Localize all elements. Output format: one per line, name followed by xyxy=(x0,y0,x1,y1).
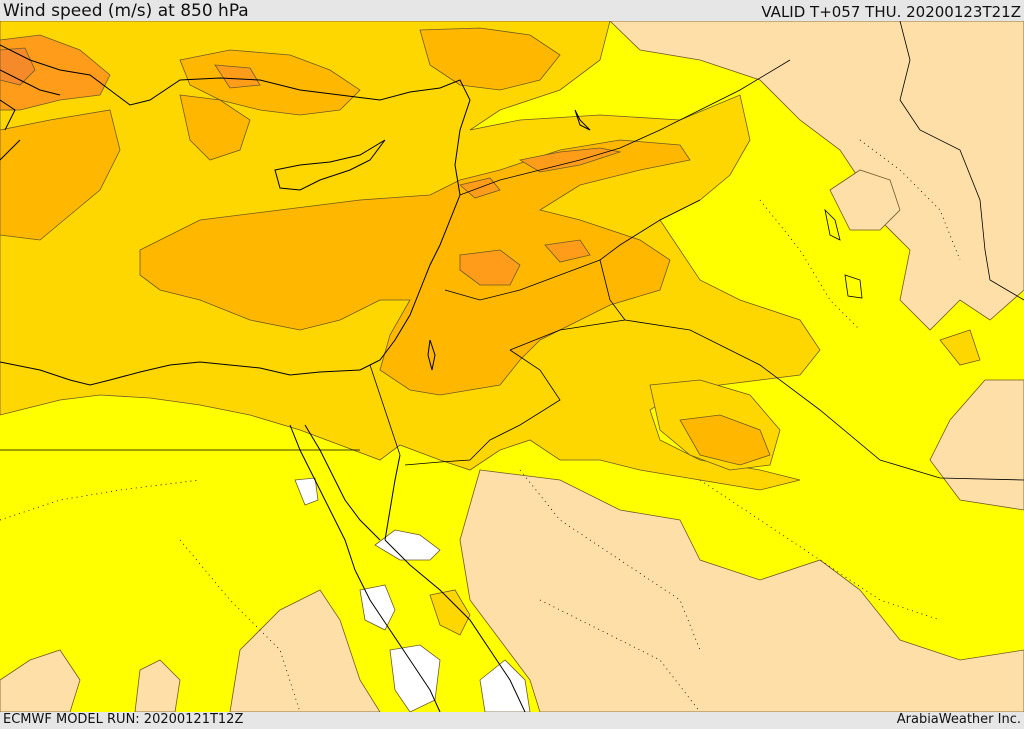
coast-turkey-south xyxy=(0,44,471,196)
wind-speed-map xyxy=(0,21,1024,712)
red-orange-band xyxy=(0,47,36,86)
border-jordan-saudi xyxy=(404,349,561,466)
coast-dead-sea xyxy=(427,339,436,371)
map-header: Wind speed (m/s) at 850 hPa VALID T+057 … xyxy=(0,0,1024,21)
orange-region-iraq xyxy=(679,414,771,466)
dark-orange-region-anatolia xyxy=(214,64,261,89)
coast-caspian-lake xyxy=(574,109,591,131)
gold-region-east-sea xyxy=(939,329,981,366)
orange-region-anatolia-west xyxy=(179,94,251,161)
admin-line-7 xyxy=(859,139,961,261)
white-patch-north-red-sea xyxy=(374,529,441,561)
lake-habbaniyah xyxy=(844,274,863,299)
coast-cyprus xyxy=(274,139,386,191)
dark-orange-region-lebanon xyxy=(459,177,501,199)
border-iraq-saudi xyxy=(624,319,1024,481)
valid-time: VALID T+057 THU. 20200123T21Z xyxy=(761,3,1021,21)
model-run: ECMWF MODEL RUN: 20200121T12Z xyxy=(3,712,244,727)
admin-lines xyxy=(0,139,961,712)
map-footer: ECMWF MODEL RUN: 20200121T12Z ArabiaWeat… xyxy=(0,712,1024,729)
border-jordan-iraq xyxy=(509,319,626,351)
coast-gulf-suez-east xyxy=(304,424,381,541)
coast-aegean xyxy=(0,69,61,161)
white-patch-red-sea-3 xyxy=(479,659,531,712)
lakes xyxy=(824,208,863,299)
calm-region-far-southwest xyxy=(0,649,81,712)
border-egypt-israel xyxy=(369,364,401,456)
border-turkey-syria xyxy=(459,59,791,196)
coast-gulf-suez-west xyxy=(289,424,356,571)
brand-credit: ArabiaWeather Inc. xyxy=(896,712,1021,727)
red-orange-region-west xyxy=(0,47,36,86)
border-iraq-iran xyxy=(899,21,1024,301)
political-borders xyxy=(0,21,1024,481)
calm-region-east xyxy=(929,379,1024,511)
map-title: Wind speed (m/s) at 850 hPa xyxy=(3,1,249,21)
calm-region-sw-patch xyxy=(134,659,181,712)
calm-region-northeast xyxy=(609,21,1024,331)
dark-orange-region-syria xyxy=(459,249,521,286)
gold-region-red-sea xyxy=(429,589,471,636)
border-syria-jordan xyxy=(444,259,601,301)
coastlines xyxy=(0,44,591,712)
white-patch-gulf-suez xyxy=(294,477,319,506)
orange-region-anatolia-mid xyxy=(419,27,561,91)
coast-gulf-aqaba xyxy=(384,454,401,541)
calm-regions xyxy=(0,21,1024,712)
admin-line-6 xyxy=(539,599,701,712)
dark-orange-region-jet xyxy=(518,147,622,173)
calm-region-north-arabia-patch xyxy=(829,169,901,231)
coast-red-sea-east xyxy=(384,539,526,712)
white-patch-red-sea-1 xyxy=(359,584,396,631)
border-syria-iraq xyxy=(599,199,701,321)
calm-region-southeast xyxy=(459,469,1024,712)
lake-tharthar xyxy=(824,208,841,241)
dark-orange-region-syria-east xyxy=(544,239,591,263)
coast-levant xyxy=(359,194,461,371)
coast-egypt-north xyxy=(0,361,361,386)
orange-region-levant xyxy=(139,139,691,396)
calm-region-southwest xyxy=(229,589,381,712)
coast-red-sea-west xyxy=(354,569,441,712)
orange-region-west xyxy=(0,109,121,241)
